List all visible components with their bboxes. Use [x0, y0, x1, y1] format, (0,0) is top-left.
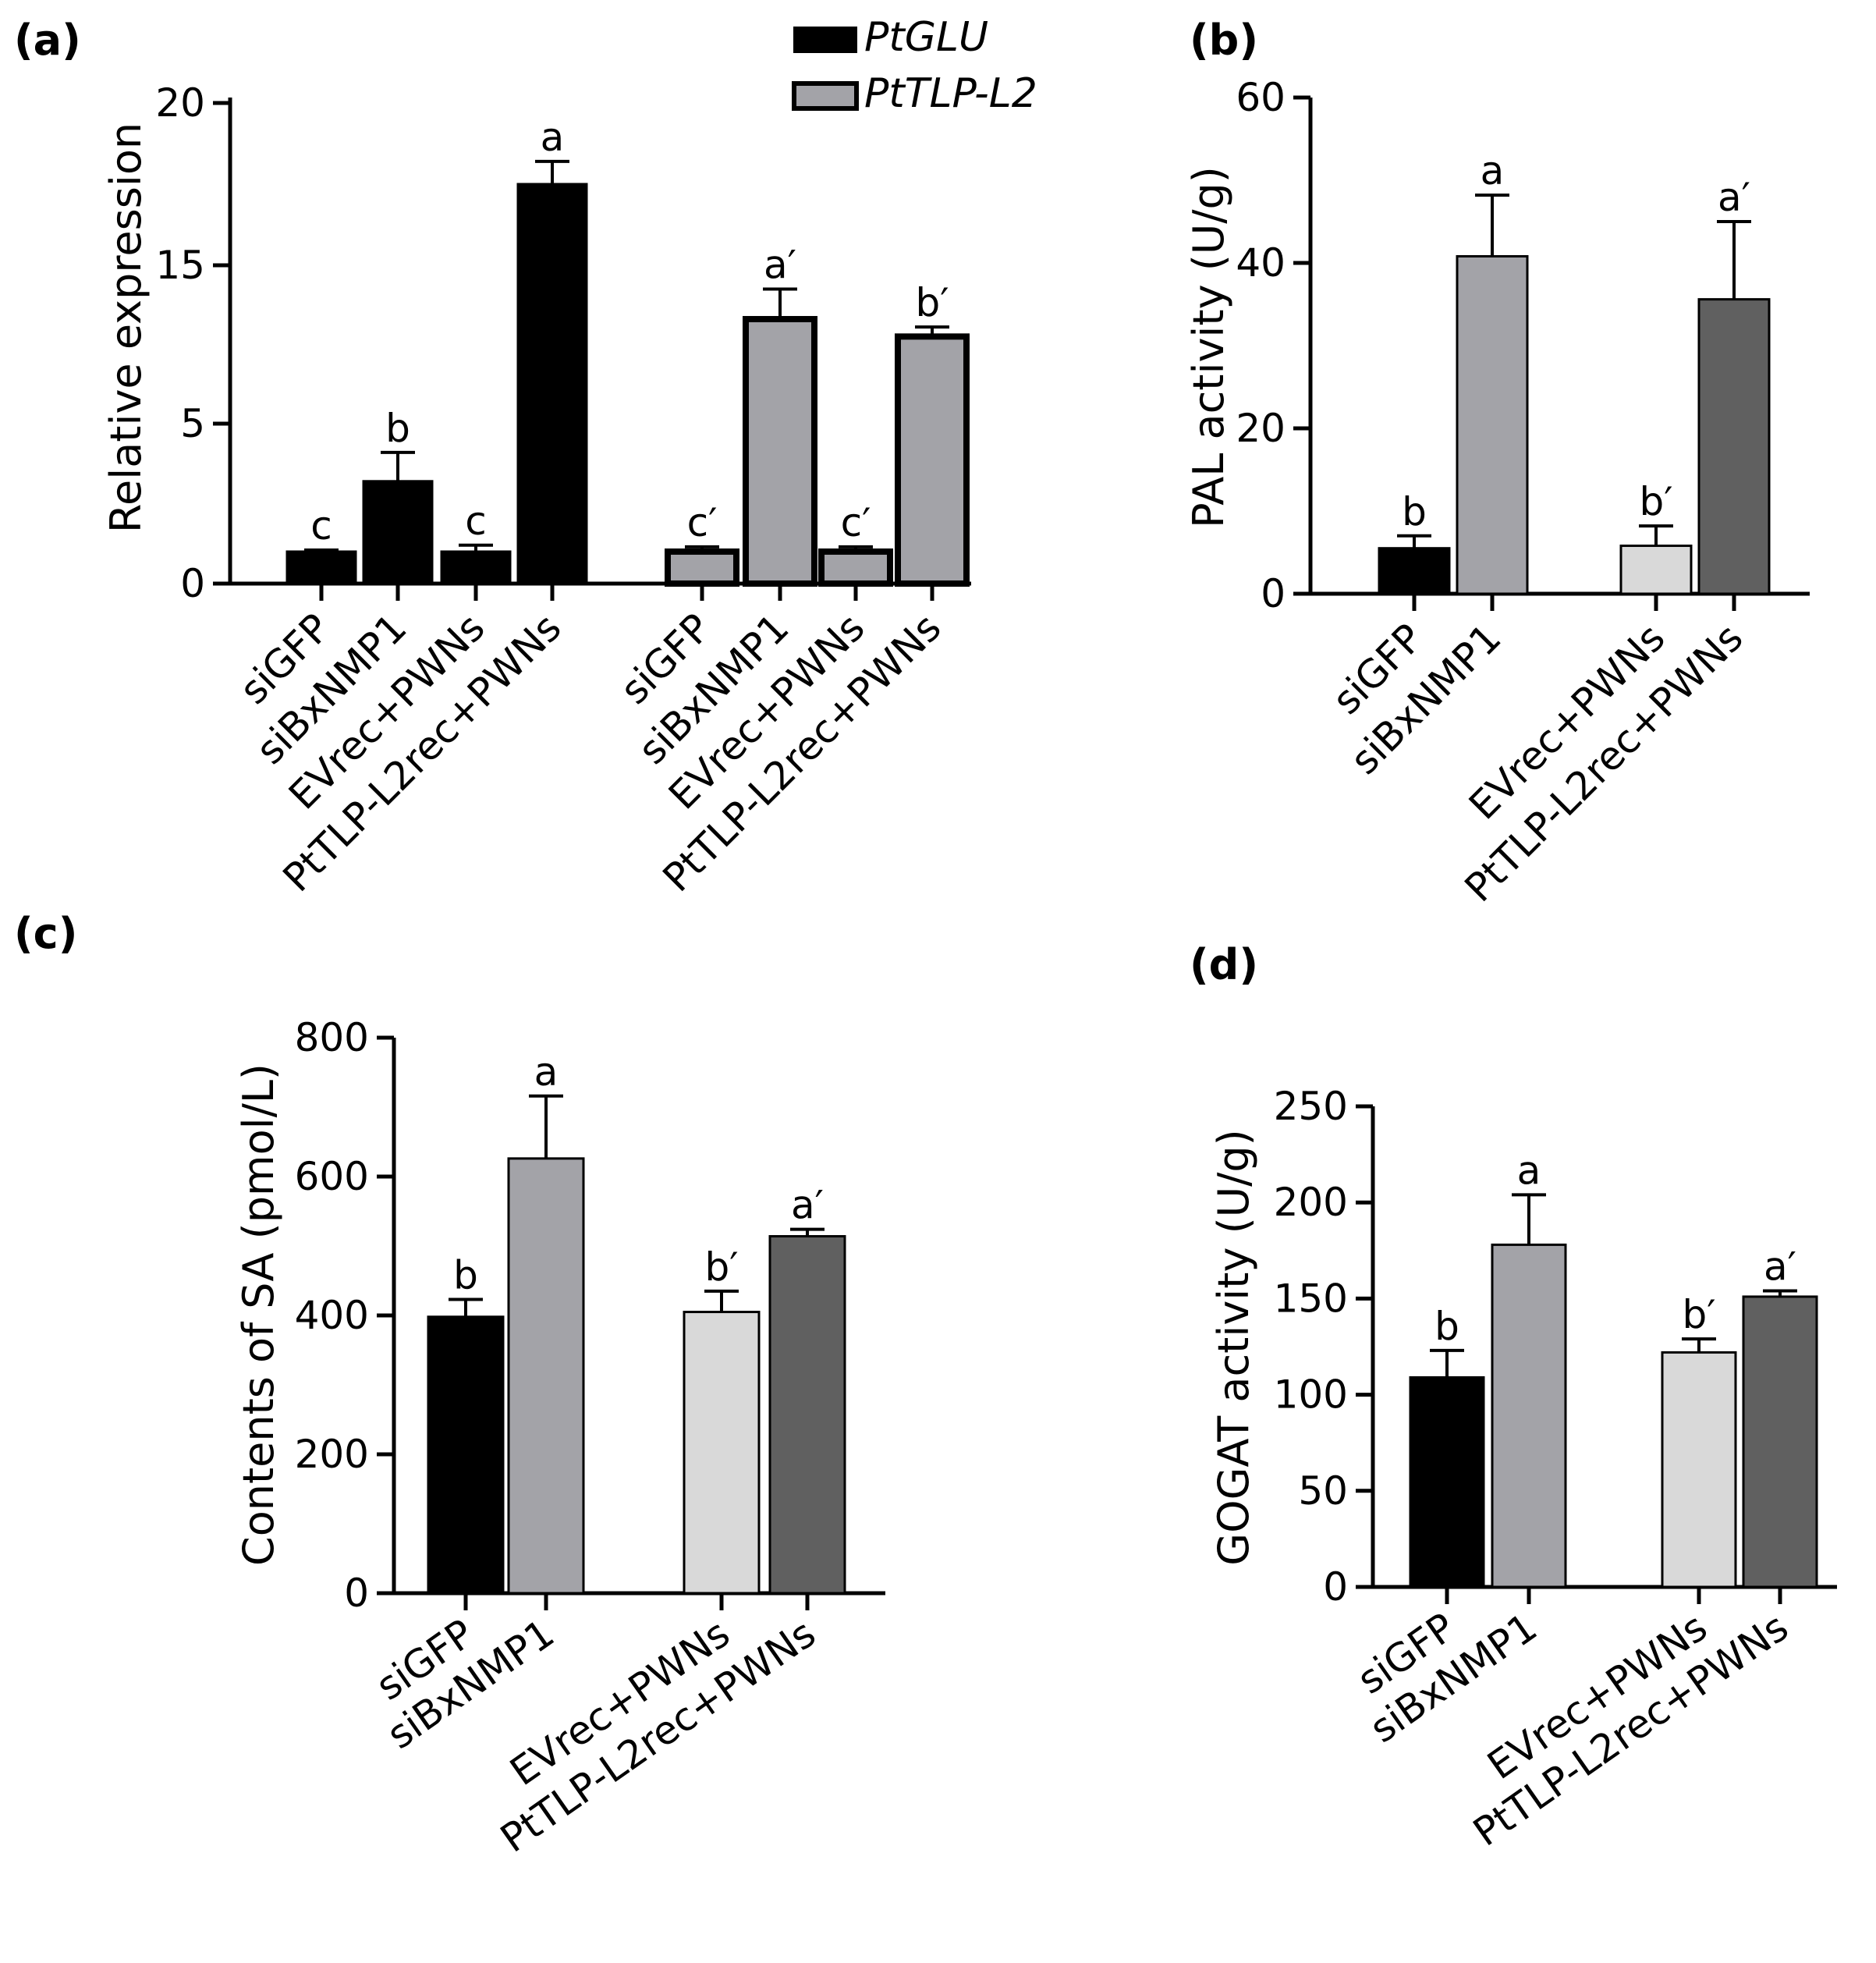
significance-label: b: [453, 1253, 478, 1298]
y-tick-label: 200: [295, 1432, 369, 1477]
y-tick-label: 0: [180, 561, 205, 606]
significance-label: b′: [1639, 479, 1672, 524]
y-tick-label: 150: [1274, 1276, 1348, 1321]
bar: [1697, 298, 1771, 595]
legend-swatch: [792, 81, 859, 111]
y-tick-label: 50: [1298, 1468, 1348, 1514]
significance-label: c′: [841, 500, 871, 545]
panel-label: (c): [14, 909, 77, 958]
bar: [768, 1235, 846, 1595]
significance-label: a′: [1764, 1244, 1796, 1290]
y-tick-label: 0: [1261, 571, 1286, 616]
significance-label: b: [385, 406, 410, 451]
y-axis-label: GOGAT activity (U/g): [1209, 1129, 1258, 1565]
legend-swatch: [793, 27, 857, 53]
legend-entry: PtGLU: [864, 14, 988, 61]
y-tick-label: 800: [295, 1015, 369, 1060]
y-tick-label: 0: [1323, 1564, 1348, 1610]
significance-label: c: [465, 499, 487, 544]
y-tick-label: 60: [1236, 75, 1286, 120]
bar: [683, 1311, 761, 1595]
y-tick-label: 15: [155, 243, 205, 288]
y-tick-label: 20: [155, 80, 205, 126]
significance-label: a′: [791, 1183, 824, 1228]
significance-label: a: [541, 115, 565, 160]
significance-label: a: [1481, 148, 1505, 193]
bar: [1409, 1376, 1485, 1589]
legend: PtGLU PtTLP-L2: [792, 14, 1037, 117]
bar: [1491, 1243, 1567, 1589]
panel-label: (d): [1190, 940, 1258, 989]
y-tick-label: 0: [344, 1571, 369, 1616]
y-axis-label: Relative expression: [101, 122, 151, 533]
significance-label: b: [1402, 489, 1427, 534]
bar: [1456, 255, 1529, 595]
significance-label: b: [1434, 1304, 1459, 1349]
bar: [427, 1315, 505, 1595]
significance-label: a′: [1718, 175, 1750, 220]
bar-pttlp-l2: [895, 333, 970, 587]
bar-pttlp-l2: [743, 316, 817, 587]
significance-label: a′: [764, 242, 796, 287]
y-axis-label: PAL activity (U/g): [1184, 166, 1233, 528]
y-axis-label: Contents of SA (pmol/L): [234, 1063, 283, 1566]
bar: [1661, 1351, 1737, 1589]
y-tick-label: 600: [295, 1154, 369, 1199]
bar-ptglu: [285, 550, 357, 585]
y-tick-label: 40: [1236, 240, 1286, 286]
significance-label: b′: [704, 1244, 738, 1290]
significance-label: b′: [915, 280, 949, 325]
significance-label: a: [534, 1049, 559, 1095]
bar-ptglu: [440, 550, 512, 585]
panel-label: (b): [1190, 16, 1258, 65]
panel-label: (a): [14, 16, 81, 65]
y-tick-label: 5: [180, 401, 205, 446]
bar-pttlp-l2: [665, 548, 739, 587]
y-tick-label: 400: [295, 1293, 369, 1338]
significance-label: b′: [1682, 1292, 1715, 1337]
bar-ptglu: [516, 183, 588, 585]
y-tick-label: 100: [1274, 1372, 1348, 1418]
bar: [1378, 547, 1451, 595]
y-tick-label: 200: [1274, 1180, 1348, 1225]
bar: [507, 1157, 585, 1595]
bar-ptglu: [362, 480, 434, 585]
bar-pttlp-l2: [818, 548, 893, 587]
significance-label: c: [310, 503, 332, 548]
bar: [1742, 1295, 1818, 1589]
y-tick-label: 20: [1236, 406, 1286, 451]
legend-entry: PtTLP-L2: [864, 70, 1037, 117]
chart-panel-2: (c) 0 200 400 600 800 Contents of SA (pmol/L) b…: [14, 909, 885, 1862]
bar: [1619, 545, 1693, 595]
significance-label: a: [1517, 1148, 1541, 1193]
y-tick-label: 250: [1274, 1084, 1348, 1129]
significance-label: c′: [687, 500, 718, 545]
